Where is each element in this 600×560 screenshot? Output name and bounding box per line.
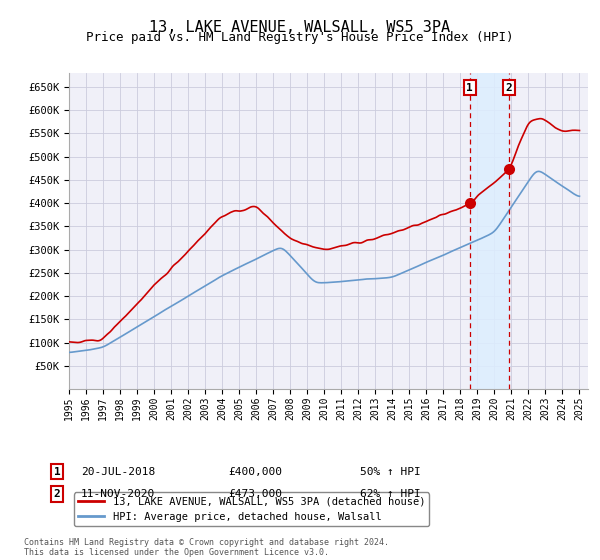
Text: 13, LAKE AVENUE, WALSALL, WS5 3PA: 13, LAKE AVENUE, WALSALL, WS5 3PA — [149, 20, 451, 35]
Text: 11-NOV-2020: 11-NOV-2020 — [81, 489, 155, 499]
Text: Price paid vs. HM Land Registry's House Price Index (HPI): Price paid vs. HM Land Registry's House … — [86, 31, 514, 44]
Text: 2: 2 — [53, 489, 61, 499]
Text: 1: 1 — [53, 466, 61, 477]
Text: £400,000: £400,000 — [228, 466, 282, 477]
Text: 62% ↑ HPI: 62% ↑ HPI — [360, 489, 421, 499]
Bar — [470, 73, 509, 389]
Text: Contains HM Land Registry data © Crown copyright and database right 2024.
This d: Contains HM Land Registry data © Crown c… — [24, 538, 389, 557]
Text: 2: 2 — [506, 83, 512, 93]
Legend: 13, LAKE AVENUE, WALSALL, WS5 3PA (detached house), HPI: Average price, detached: 13, LAKE AVENUE, WALSALL, WS5 3PA (detac… — [74, 492, 430, 526]
Text: 1: 1 — [466, 83, 473, 93]
Text: £473,000: £473,000 — [228, 489, 282, 499]
Text: 50% ↑ HPI: 50% ↑ HPI — [360, 466, 421, 477]
Text: 20-JUL-2018: 20-JUL-2018 — [81, 466, 155, 477]
